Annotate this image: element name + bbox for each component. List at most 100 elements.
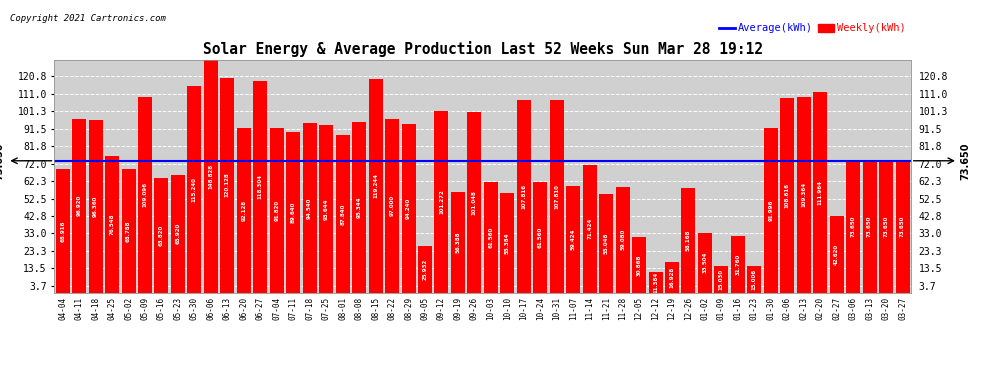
Bar: [797, 97, 811, 292]
Bar: [879, 161, 893, 292]
Text: 56.388: 56.388: [455, 231, 460, 253]
Bar: [648, 272, 662, 292]
Bar: [484, 182, 498, 292]
Bar: [138, 98, 152, 292]
Bar: [896, 161, 910, 292]
Bar: [319, 125, 334, 292]
Bar: [171, 175, 185, 292]
Text: 68.916: 68.916: [60, 220, 65, 242]
Text: 89.640: 89.640: [291, 202, 296, 223]
Bar: [681, 189, 696, 292]
Bar: [616, 187, 630, 292]
Bar: [187, 86, 201, 292]
Bar: [566, 186, 580, 292]
Text: 73.650: 73.650: [900, 216, 905, 237]
Bar: [549, 100, 563, 292]
Text: 115.240: 115.240: [192, 177, 197, 202]
Text: 118.304: 118.304: [257, 174, 262, 199]
Bar: [764, 128, 778, 292]
Text: 92.128: 92.128: [242, 200, 247, 220]
Text: 11.384: 11.384: [653, 272, 658, 293]
Text: 58.168: 58.168: [686, 230, 691, 251]
Text: 93.644: 93.644: [324, 198, 329, 219]
Bar: [303, 123, 317, 292]
Text: 95.344: 95.344: [356, 196, 361, 218]
Text: 59.424: 59.424: [570, 229, 576, 250]
Text: 107.810: 107.810: [554, 184, 559, 209]
Text: 25.932: 25.932: [423, 259, 428, 280]
Text: 55.048: 55.048: [604, 232, 609, 254]
Text: 42.620: 42.620: [835, 244, 840, 265]
Bar: [747, 266, 761, 292]
Bar: [862, 161, 876, 292]
Bar: [253, 81, 267, 292]
Text: 73.650: 73.650: [960, 142, 970, 180]
Text: 91.996: 91.996: [768, 200, 773, 221]
Bar: [632, 237, 646, 292]
Text: 73.650: 73.650: [867, 216, 872, 237]
Text: 31.760: 31.760: [736, 254, 741, 275]
Text: 71.424: 71.424: [587, 218, 592, 239]
Text: 101.272: 101.272: [439, 190, 444, 214]
Bar: [665, 262, 679, 292]
Text: 111.964: 111.964: [818, 180, 823, 205]
Bar: [368, 79, 382, 292]
Bar: [89, 120, 103, 292]
Text: 94.240: 94.240: [406, 198, 411, 219]
Text: 96.360: 96.360: [93, 196, 98, 217]
Text: 65.920: 65.920: [175, 223, 180, 244]
Text: 15.030: 15.030: [719, 268, 724, 290]
Bar: [286, 132, 300, 292]
Bar: [204, 26, 218, 292]
Text: 30.868: 30.868: [637, 254, 642, 276]
Text: 108.616: 108.616: [785, 183, 790, 208]
Text: 76.548: 76.548: [110, 213, 115, 235]
Bar: [698, 232, 712, 292]
Text: 109.096: 109.096: [143, 183, 148, 207]
Text: 87.840: 87.840: [341, 203, 346, 225]
Bar: [517, 100, 531, 292]
Text: 73.650: 73.650: [884, 216, 889, 237]
Bar: [500, 194, 515, 292]
Bar: [435, 111, 448, 292]
Text: 148.828: 148.828: [209, 164, 214, 189]
Title: Solar Energy & Average Production Last 52 Weeks Sun Mar 28 19:12: Solar Energy & Average Production Last 5…: [203, 42, 762, 57]
Text: 73.650: 73.650: [850, 216, 855, 237]
Bar: [846, 161, 860, 292]
Bar: [105, 156, 119, 292]
Bar: [418, 246, 432, 292]
Bar: [715, 266, 729, 292]
Text: 91.820: 91.820: [274, 200, 279, 221]
Bar: [352, 122, 366, 292]
Text: 119.244: 119.244: [373, 173, 378, 198]
Text: 68.788: 68.788: [126, 220, 131, 242]
Bar: [402, 124, 416, 292]
Bar: [467, 112, 481, 292]
Legend: Average(kWh), Weekly(kWh): Average(kWh), Weekly(kWh): [719, 23, 906, 33]
Text: 61.560: 61.560: [488, 227, 493, 248]
Text: 96.920: 96.920: [76, 195, 81, 216]
Bar: [72, 119, 86, 292]
Bar: [221, 78, 235, 292]
Text: 73.650: 73.650: [0, 142, 5, 180]
Bar: [780, 98, 794, 292]
Text: 94.540: 94.540: [307, 197, 312, 219]
Text: 59.080: 59.080: [620, 229, 625, 250]
Text: 109.364: 109.364: [801, 182, 806, 207]
Bar: [55, 169, 69, 292]
Bar: [269, 128, 284, 292]
Bar: [599, 194, 613, 292]
Bar: [450, 192, 465, 292]
Bar: [583, 165, 597, 292]
Text: 120.128: 120.128: [225, 173, 230, 198]
Bar: [731, 236, 744, 292]
Text: 101.048: 101.048: [472, 190, 477, 214]
Bar: [154, 178, 168, 292]
Text: 61.560: 61.560: [538, 227, 543, 248]
Bar: [813, 92, 828, 292]
Bar: [237, 128, 250, 292]
Bar: [830, 216, 843, 292]
Text: 107.816: 107.816: [522, 184, 527, 209]
Text: Copyright 2021 Cartronics.com: Copyright 2021 Cartronics.com: [10, 13, 165, 22]
Text: 97.000: 97.000: [389, 195, 395, 216]
